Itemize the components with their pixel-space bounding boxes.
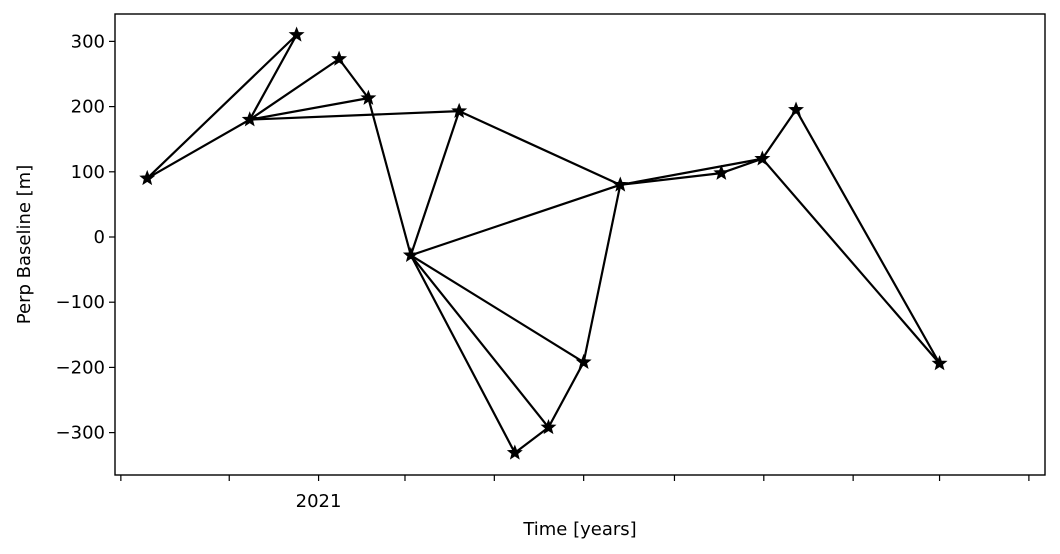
network-edge — [761, 108, 798, 160]
y-tick-label: 300 — [71, 31, 105, 52]
y-tick-label: 100 — [71, 162, 105, 183]
data-point-star — [288, 26, 305, 42]
x-tick-label: 2021 — [296, 491, 342, 512]
data-point-star — [575, 353, 592, 369]
acquisition-points — [139, 26, 948, 460]
y-tick-label: −200 — [56, 357, 105, 378]
y-axis-label: Perp Baseline [m] — [14, 165, 35, 324]
network-edge — [248, 97, 370, 121]
data-point-star — [931, 355, 948, 371]
network-edge — [458, 110, 622, 186]
network-edge — [337, 57, 370, 100]
network-edge — [367, 97, 412, 257]
network-edge — [146, 33, 298, 180]
y-axis: −300 −200 −100 0 100 200 300 — [56, 31, 115, 444]
data-point-star — [754, 150, 771, 166]
x-axis: 2021 — [120, 475, 1030, 512]
data-point-star — [506, 444, 523, 460]
data-point-star — [540, 419, 557, 435]
network-edge — [619, 157, 764, 186]
y-tick-label: 0 — [94, 227, 105, 248]
network-edge — [794, 108, 941, 365]
data-point-star — [402, 246, 419, 263]
y-tick-label: 200 — [71, 97, 105, 118]
network-edge — [146, 118, 251, 180]
data-point-star — [788, 101, 804, 117]
data-point-star — [612, 176, 629, 192]
network-edge — [409, 110, 461, 257]
y-tick-label: −100 — [56, 292, 105, 313]
network-edge — [513, 426, 550, 454]
x-axis-label: Time [years] — [522, 519, 636, 540]
y-tick-label: −300 — [56, 423, 105, 444]
data-point-star — [360, 89, 377, 105]
data-point-star — [139, 169, 156, 186]
network-edge — [248, 110, 461, 121]
network-edges — [146, 33, 941, 454]
network-edge — [761, 157, 941, 365]
network-edge — [409, 254, 550, 429]
network-edge — [248, 33, 298, 121]
plot-frame — [114, 13, 1046, 476]
network-edge — [248, 57, 341, 121]
network-edge — [409, 183, 622, 257]
network-edge — [547, 361, 585, 429]
network-edge — [409, 254, 585, 364]
data-point-star — [241, 111, 258, 127]
network-edge — [582, 183, 622, 364]
network-edge — [619, 172, 723, 186]
data-point-star — [331, 50, 348, 66]
network-edge — [409, 254, 516, 454]
data-point-star — [451, 102, 468, 118]
data-point-star — [713, 164, 730, 180]
